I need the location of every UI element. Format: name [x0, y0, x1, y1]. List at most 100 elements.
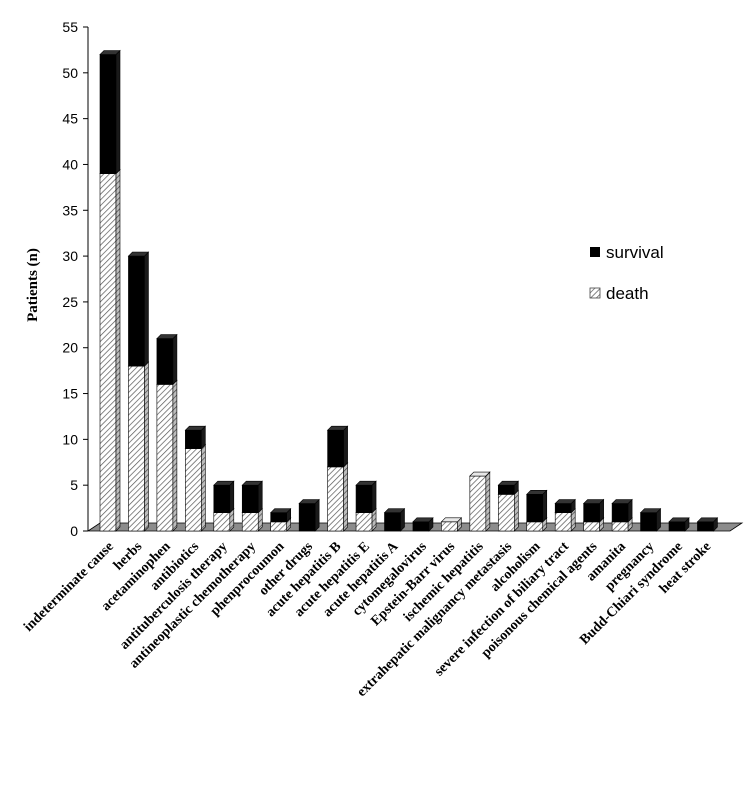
bar-stack — [184, 425, 207, 532]
death-bar-top — [469, 471, 491, 477]
death-bar-front — [554, 512, 572, 532]
death-bar-front — [99, 173, 117, 532]
death-bar-top — [440, 517, 463, 523]
y-tick-label: 40 — [62, 156, 78, 172]
death-bar-front — [441, 521, 458, 532]
bar-stack — [241, 480, 263, 532]
survival-bar-side — [144, 251, 149, 367]
y-tick-label: 50 — [62, 65, 78, 81]
y-tick-label: 35 — [62, 202, 78, 218]
death-bar-side — [115, 168, 121, 532]
survival-bar-side — [115, 49, 121, 175]
bars — [99, 49, 719, 532]
legend-swatch-death — [589, 287, 601, 299]
y-tick-label: 25 — [62, 294, 78, 310]
y-tick-label: 20 — [62, 340, 78, 356]
bar-stack — [554, 498, 576, 532]
survival-bar-front — [298, 503, 316, 532]
survival-bar-front — [99, 54, 117, 174]
survival-bar-top — [554, 499, 576, 504]
bar-stack — [440, 517, 463, 532]
death-bar-side — [144, 361, 149, 532]
y-tick-label: 0 — [70, 523, 78, 539]
survival-bar-side — [314, 498, 320, 532]
survival-bar-front — [554, 503, 572, 513]
legend-swatch-survival — [590, 247, 600, 257]
survival-bar-top — [412, 517, 434, 523]
y-tick-label: 5 — [70, 477, 78, 493]
death-bar-side — [343, 462, 348, 532]
survival-bar-front — [128, 255, 145, 367]
y-axis-title: Patients (n) — [25, 248, 41, 322]
y-tick-label: 45 — [62, 111, 78, 127]
survival-bar-front — [156, 338, 174, 385]
bar-stack — [696, 517, 719, 532]
survival-bar-front — [213, 484, 231, 513]
x-axis-labels: indeterminate causeherbsacetaminophenant… — [21, 539, 714, 700]
survival-bar-front — [384, 512, 401, 532]
survival-bar-front — [355, 484, 373, 513]
survival-bar-top — [582, 499, 605, 504]
death-bar-side — [513, 489, 519, 532]
survival-bar-front — [185, 429, 202, 449]
y-axis: 0 5 10 15 20 25 30 35 40 45 50 55 — [62, 19, 89, 539]
death-bar-front — [583, 521, 600, 532]
survival-bar-top — [696, 517, 719, 523]
death-bar-front — [185, 448, 202, 532]
bar-stack — [582, 498, 605, 532]
survival-bar-top — [269, 508, 292, 513]
survival-bar-top — [213, 480, 235, 486]
x-category-label: indeterminate cause — [21, 539, 117, 635]
legend-label-death: death — [606, 284, 649, 303]
death-bar-front — [128, 365, 145, 532]
survival-bar-top — [355, 480, 377, 486]
survival-bar-side — [172, 333, 178, 386]
survival-bar-front — [668, 521, 686, 532]
bar-stack — [383, 507, 406, 532]
bar-stack — [99, 49, 121, 532]
death-bar-side — [201, 443, 206, 532]
y-tick-label: 30 — [62, 248, 78, 264]
y-tick-label: 15 — [62, 386, 78, 402]
death-bar-front — [526, 521, 544, 532]
survival-bar-side — [257, 480, 263, 514]
bar-stack — [497, 480, 520, 532]
survival-bar-front — [640, 512, 657, 532]
bar-stack — [156, 333, 178, 532]
bar-stack — [611, 498, 633, 532]
bar-stack — [668, 517, 690, 532]
death-bar-front — [469, 475, 487, 532]
survival-bar-side — [371, 480, 377, 514]
death-bar-side — [172, 379, 178, 532]
bar-stack — [127, 251, 150, 532]
survival-bar-front — [583, 503, 600, 523]
survival-bar-front — [611, 503, 629, 523]
survival-bar-top — [298, 499, 320, 504]
survival-bar-front — [327, 429, 344, 468]
survival-bar-front — [412, 521, 430, 532]
death-bar-front — [611, 521, 629, 532]
bar-stack — [213, 480, 235, 532]
survival-bar-top — [639, 508, 662, 513]
survival-bar-front — [526, 494, 544, 523]
survival-bar-front — [241, 484, 259, 513]
y-tick-label: 55 — [62, 19, 78, 35]
bar-stack — [412, 517, 434, 532]
survival-bar-top — [241, 480, 263, 486]
survival-bar-top — [383, 508, 406, 513]
survival-bar-front — [697, 521, 714, 532]
survival-bar-front — [270, 512, 288, 523]
survival-bar-side — [542, 489, 548, 523]
survival-bar-top — [184, 425, 207, 431]
survival-bar-top — [497, 480, 520, 486]
death-bar-front — [213, 512, 231, 532]
bar-stack — [269, 507, 292, 532]
bar-stack — [326, 425, 349, 532]
death-bar-front — [327, 466, 344, 532]
survival-bar-top — [326, 425, 349, 431]
death-bar-front — [497, 494, 515, 532]
death-bar-front — [241, 512, 259, 532]
survival-bar-top — [668, 517, 690, 523]
legend-label-survival: survival — [606, 243, 664, 262]
